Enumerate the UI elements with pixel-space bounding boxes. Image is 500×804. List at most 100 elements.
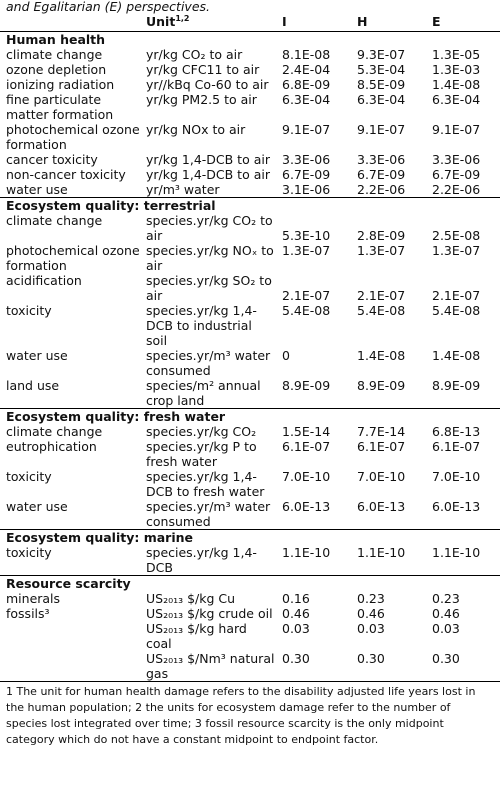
- category-cell: ozone depletion: [6, 62, 107, 77]
- value-i-cell: 6.7E-09: [282, 167, 331, 182]
- unit-cell: US₂₀₁₃ $/kg hard coal: [146, 621, 247, 651]
- value-h-cell: 2.8E-09: [357, 228, 406, 243]
- unit-cell: yr/kg CFC11 to air: [146, 62, 260, 77]
- value-e-cell: 1.3E-03: [432, 62, 481, 77]
- value-i-cell: 7.0E-10: [282, 469, 331, 484]
- table-row: toxicity species.yr/kg 1,4-DCB to fresh w…: [0, 469, 500, 499]
- category-cell: photochemical ozone formation: [6, 243, 140, 273]
- category-cell: minerals: [6, 591, 61, 606]
- value-e-cell: 5.4E-08: [432, 303, 481, 318]
- value-i-cell: 0.46: [282, 606, 310, 621]
- value-h-cell: 5.4E-08: [357, 303, 406, 318]
- value-h-cell: 5.3E-04: [357, 62, 406, 77]
- unit-cell: species.yr/kg CO₂: [146, 424, 257, 439]
- value-h-cell: 9.1E-07: [357, 122, 406, 137]
- value-e-cell: 7.0E-10: [432, 469, 481, 484]
- unit-cell: yr/kg 1,4-DCB to air: [146, 152, 270, 167]
- section-header-row: Human health: [0, 31, 500, 47]
- value-i-cell: 1.5E-14: [282, 424, 331, 439]
- table-row: acidification species.yr/kg SO₂ to air 2.1…: [0, 273, 500, 303]
- section-header-row: Resource scarcity: [0, 575, 500, 591]
- value-h-cell: 7.7E-14: [357, 424, 406, 439]
- section-header-row: Ecosystem quality: terrestrial: [0, 197, 500, 213]
- value-h-cell: 6.1E-07: [357, 439, 406, 454]
- unit-cell: yr/kg NOx to air: [146, 122, 246, 137]
- value-i-cell: 6.1E-07: [282, 439, 331, 454]
- value-i-cell: 6.3E-04: [282, 92, 331, 107]
- table-row: toxicity species.yr/kg 1,4-DCB 1.1E-10 1.1E…: [0, 545, 500, 576]
- value-h-cell: 7.0E-10: [357, 469, 406, 484]
- unit-cell: species.yr/kg CO₂ to air: [146, 213, 273, 243]
- table-row: fine particulate matter formation yr/kg P…: [0, 92, 500, 122]
- value-h-cell: 6.0E-13: [357, 499, 406, 514]
- unit-cell: species.yr/kg SO₂ to air: [146, 273, 272, 303]
- unit-cell: US₂₀₁₃ $/Nm³ natural gas: [140, 651, 276, 682]
- value-h-cell: 8.9E-09: [357, 378, 406, 393]
- value-e-cell: 2.1E-07: [432, 288, 481, 303]
- table-row: ionizing radiation yr//kBq Co-60 to air 6.…: [0, 77, 500, 92]
- value-e-cell: 1.4E-08: [432, 348, 481, 363]
- value-i-cell: 0.03: [282, 621, 310, 636]
- value-e-cell: 6.1E-07: [432, 439, 481, 454]
- category-cell: [0, 651, 140, 682]
- table-row: water use species.yr/m³ water consumed 6.0…: [0, 499, 500, 530]
- unit-cell: yr/kg CO₂ to air: [146, 47, 243, 62]
- characterization-table: Unit1,2 I H E Human health climate change…: [0, 14, 500, 682]
- unit-cell: yr/kg 1,4-DCB to air: [146, 167, 270, 182]
- value-e-cell: 6.8E-13: [432, 424, 481, 439]
- value-e-cell: 3.3E-06: [432, 152, 481, 167]
- value-e-cell: 0.23: [432, 591, 460, 606]
- unit-cell: US₂₀₁₃ $/kg Cu: [146, 591, 236, 606]
- section-header-row: Ecosystem quality: fresh water: [0, 408, 500, 424]
- table-row: photochemical ozone formation species.yr/…: [0, 243, 500, 273]
- unit-cell: US₂₀₁₃ $/kg crude oil: [146, 606, 273, 621]
- value-h-cell: 0.03: [357, 621, 385, 636]
- category-cell: ionizing radiation: [6, 77, 115, 92]
- value-h-cell: 1.1E-10: [357, 545, 406, 560]
- category-cell: toxicity: [6, 303, 52, 318]
- value-e-cell: 6.3E-04: [432, 92, 481, 107]
- unit-cell: species.yr/kg 1,4-DCB to fresh water: [146, 469, 265, 499]
- value-i-cell: 9.1E-07: [282, 122, 331, 137]
- unit-cell: species.yr/kg P to fresh water: [146, 439, 257, 469]
- category-cell: fine particulate matter formation: [6, 92, 114, 122]
- table-row: US₂₀₁₃ $/kg hard coal 0.03 0.03 0.03: [0, 621, 500, 651]
- unit-cell: species.yr/kg NOₓ to air: [146, 243, 274, 273]
- category-cell: cancer toxicity: [6, 152, 98, 167]
- section-title: Resource scarcity: [0, 575, 500, 591]
- table-row: non-cancer toxicity yr/kg 1,4-DCB to air 6…: [0, 167, 500, 182]
- value-e-cell: 8.9E-09: [432, 378, 481, 393]
- table-footnote: 1 The unit for human health damage refer…: [6, 685, 476, 746]
- section-title: Ecosystem quality: marine: [0, 529, 500, 545]
- category-cell: fossils³: [6, 606, 50, 621]
- table-row: land use species/m² annual crop land 8.9E-…: [0, 378, 500, 409]
- category-cell: climate change: [6, 47, 103, 62]
- value-i-cell: 8.9E-09: [282, 378, 331, 393]
- value-h-cell: 1.3E-07: [357, 243, 406, 258]
- section-title: Ecosystem quality: fresh water: [0, 408, 500, 424]
- table-caption: and Egalitarian (E) perspectives.: [6, 0, 211, 14]
- table-row: climate change species.yr/kg CO₂ 1.5E-14 7.…: [0, 424, 500, 439]
- unit-cell: yr//kBq Co-60 to air: [146, 77, 269, 92]
- value-e-cell: 1.3E-05: [432, 47, 481, 62]
- table-row: toxicity species.yr/kg 1,4-DCB to industr…: [0, 303, 500, 348]
- table-row: ozone depletion yr/kg CFC11 to air 2.4E-04…: [0, 62, 500, 77]
- value-h-cell: 6.7E-09: [357, 167, 406, 182]
- header-category: [0, 14, 140, 32]
- unit-cell: species.yr/kg 1,4-DCB to industrial soil: [146, 303, 257, 348]
- value-h-cell: 8.5E-09: [357, 77, 406, 92]
- table-row: minerals US₂₀₁₃ $/kg Cu 0.16 0.23 0.23: [0, 591, 500, 606]
- table-row: water use yr/m³ water 3.1E-06 2.2E-06 2.2E-0…: [0, 182, 500, 198]
- value-h-cell: 0.46: [357, 606, 385, 621]
- header-hierarchist: H: [351, 14, 426, 32]
- unit-cell: yr/m³ water: [146, 182, 220, 197]
- category-cell: eutrophication: [6, 439, 97, 454]
- table-header-row: Unit1,2 I H E: [0, 14, 500, 32]
- header-unit: Unit1,2: [140, 14, 276, 32]
- unit-cell: yr/kg PM2.5 to air: [146, 92, 257, 107]
- unit-cell: species/m² annual crop land: [146, 378, 261, 408]
- value-i-cell: 0.30: [276, 651, 351, 682]
- value-h-cell: 3.3E-06: [357, 152, 406, 167]
- value-h-cell: 9.3E-07: [357, 47, 406, 62]
